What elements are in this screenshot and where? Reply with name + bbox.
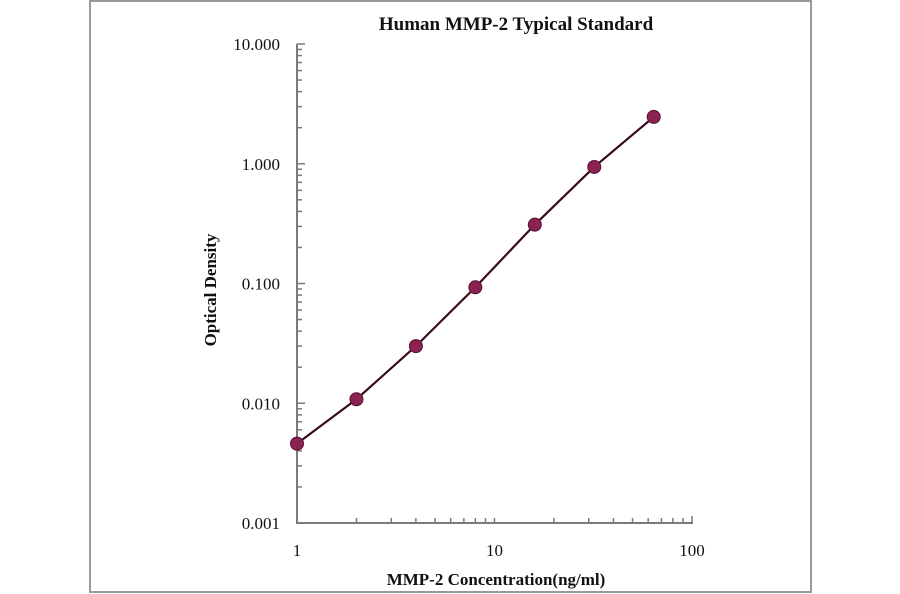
y-tick-label: 0.010 [242, 394, 280, 413]
x-tick-label: 100 [679, 541, 705, 560]
data-point [646, 109, 661, 124]
data-point [468, 280, 483, 295]
data-point [290, 436, 304, 451]
y-tick-label: 10.000 [233, 35, 280, 54]
x-axis-ticks [296, 516, 693, 523]
y-axis: 10.000 1.000 0.100 0.010 0.001 [233, 35, 305, 533]
data-point [527, 217, 542, 232]
y-tick-label: 1.000 [242, 155, 280, 174]
y-tick-label: 0.100 [242, 275, 280, 294]
y-axis-ticks [297, 43, 305, 524]
y-axis-label: Optical Density [201, 233, 220, 346]
data-point [349, 392, 364, 407]
x-axis: 1 10 100 [293, 516, 705, 560]
y-tick-label: 0.001 [242, 514, 280, 533]
data-point [587, 159, 602, 174]
data-point [408, 339, 423, 354]
x-tick-labels: 1 10 100 [293, 541, 705, 560]
chart-title: Human MMP-2 Typical Standard [379, 14, 654, 35]
data-series [290, 109, 661, 451]
y-tick-labels: 10.000 1.000 0.100 0.010 0.001 [233, 35, 280, 533]
x-axis-label: MMP-2 Concentration(ng/ml) [387, 570, 606, 589]
x-tick-label: 1 [293, 541, 302, 560]
x-tick-label: 10 [486, 541, 503, 560]
chart-frame [89, 0, 812, 593]
